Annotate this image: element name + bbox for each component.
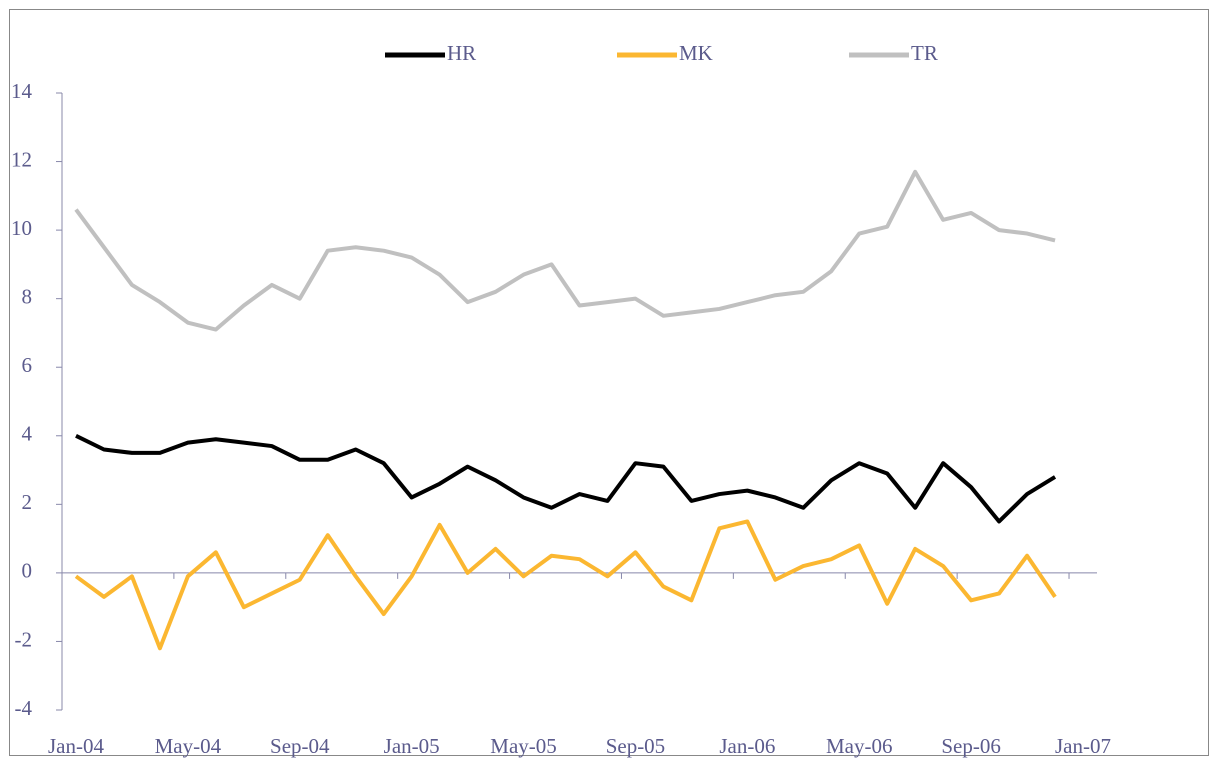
series-line	[74, 519, 1057, 651]
x-tick-label: May-04	[155, 734, 222, 758]
legend-label: HR	[447, 41, 476, 65]
x-tick-label: Jan-04	[48, 734, 104, 758]
x-tick-label: May-05	[490, 734, 557, 758]
x-tick-label: Jan-06	[719, 734, 775, 758]
y-tick-label: 0	[22, 559, 33, 583]
legend-label: MK	[679, 41, 713, 65]
x-tick-label: Jan-05	[384, 734, 440, 758]
x-tick-label: Sep-04	[270, 734, 330, 758]
y-tick-label: 6	[22, 353, 33, 377]
series-line	[75, 433, 1057, 524]
x-tick-label: Sep-06	[941, 734, 1001, 758]
y-tick-label: 4	[22, 422, 33, 446]
legend-label: TR	[911, 41, 938, 65]
x-tick-label: Jan-07	[1055, 734, 1111, 758]
y-tick-label: -4	[15, 696, 33, 720]
series-line	[74, 169, 1056, 332]
x-tick-label: May-06	[826, 734, 893, 758]
y-tick-label: 14	[11, 79, 33, 103]
y-tick-label: 10	[11, 216, 32, 240]
chart-border	[9, 9, 1209, 756]
x-tick-label: Sep-05	[606, 734, 666, 758]
y-tick-label: 2	[22, 490, 33, 514]
y-tick-label: -2	[15, 627, 33, 651]
y-tick-label: 8	[22, 284, 33, 308]
y-tick-label: 12	[11, 147, 32, 171]
